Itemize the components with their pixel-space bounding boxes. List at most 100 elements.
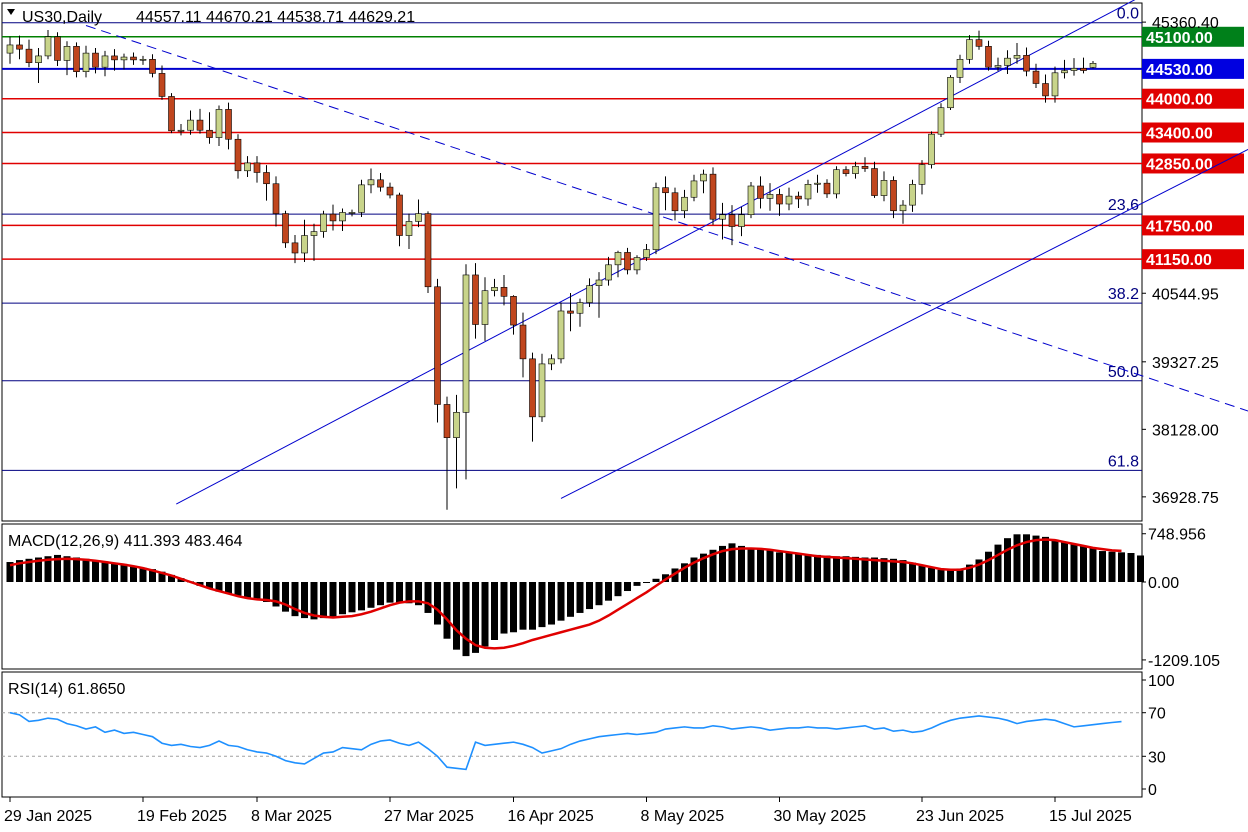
candle[interactable] xyxy=(1013,42,1021,64)
candle[interactable] xyxy=(16,35,23,60)
candle[interactable] xyxy=(158,65,166,100)
candle[interactable] xyxy=(576,298,584,327)
rsi-panel[interactable]: 100 70 30 0 RSI(14) 61.8650 xyxy=(1,671,1175,799)
candle[interactable] xyxy=(548,354,555,371)
candle[interactable] xyxy=(234,134,242,179)
candle[interactable] xyxy=(92,48,99,74)
candle[interactable] xyxy=(880,171,888,202)
candle[interactable] xyxy=(339,208,346,232)
candle[interactable] xyxy=(671,187,679,221)
candle[interactable] xyxy=(700,169,707,194)
candle[interactable] xyxy=(823,179,831,198)
candle[interactable] xyxy=(177,124,185,136)
candle[interactable] xyxy=(1070,58,1078,76)
candle[interactable] xyxy=(681,189,688,219)
candle[interactable] xyxy=(491,278,498,297)
candle[interactable] xyxy=(73,42,80,78)
price-panel[interactable]: 0.0 23.6 38.2 50.0 61.8 45100.00 44530.00 4400… xyxy=(1,0,1248,522)
candle[interactable] xyxy=(937,103,945,138)
candle[interactable] xyxy=(586,278,593,308)
candle[interactable] xyxy=(956,54,964,83)
candle[interactable] xyxy=(842,166,850,177)
candle[interactable] xyxy=(510,295,517,335)
candle[interactable] xyxy=(1061,59,1068,79)
candle[interactable] xyxy=(529,352,536,442)
candle[interactable] xyxy=(291,234,299,264)
candle[interactable] xyxy=(149,54,156,78)
candle[interactable] xyxy=(101,50,109,77)
candle[interactable] xyxy=(263,165,270,201)
candle[interactable] xyxy=(909,179,916,212)
candle[interactable] xyxy=(652,182,660,255)
candle[interactable] xyxy=(747,182,755,219)
candle[interactable] xyxy=(985,40,992,71)
candle[interactable] xyxy=(25,39,33,68)
candle[interactable] xyxy=(282,210,289,248)
candle[interactable] xyxy=(120,53,128,70)
candle[interactable] xyxy=(890,176,897,219)
candle[interactable] xyxy=(63,41,71,76)
candle[interactable] xyxy=(187,110,194,135)
candle[interactable] xyxy=(595,272,603,318)
candle[interactable] xyxy=(557,302,565,364)
candle[interactable] xyxy=(567,292,574,332)
candle[interactable] xyxy=(443,396,451,510)
candle[interactable] xyxy=(776,188,783,216)
candle[interactable] xyxy=(206,112,213,144)
candle[interactable] xyxy=(329,204,337,231)
candle[interactable] xyxy=(662,176,669,211)
candle[interactable] xyxy=(871,161,878,198)
candle[interactable] xyxy=(54,32,61,67)
candle[interactable] xyxy=(225,102,232,150)
candle[interactable] xyxy=(35,48,42,83)
candle[interactable] xyxy=(918,160,926,195)
candle[interactable] xyxy=(405,213,413,250)
candle[interactable] xyxy=(975,30,983,50)
candle[interactable] xyxy=(519,312,527,378)
macd-panel[interactable]: 748.956 0.00 -1209.105 MACD(12,26,9) 411.3… xyxy=(1,523,1220,670)
candle[interactable] xyxy=(928,131,935,169)
candle[interactable] xyxy=(633,255,641,275)
candle[interactable] xyxy=(396,192,403,247)
candle[interactable] xyxy=(253,156,261,183)
candle[interactable] xyxy=(538,353,546,422)
candle[interactable] xyxy=(804,179,812,206)
candle[interactable] xyxy=(424,211,432,293)
candle[interactable] xyxy=(472,263,479,339)
candle[interactable] xyxy=(709,167,717,225)
candle[interactable] xyxy=(6,36,14,64)
candle[interactable] xyxy=(272,176,280,227)
candle[interactable] xyxy=(1080,57,1087,74)
candle[interactable] xyxy=(320,210,327,238)
candle[interactable] xyxy=(947,75,954,110)
candle[interactable] xyxy=(852,161,859,179)
candle[interactable] xyxy=(168,93,175,134)
candle[interactable] xyxy=(861,157,869,172)
candle[interactable] xyxy=(434,278,441,423)
candle[interactable] xyxy=(453,394,460,489)
candle[interactable] xyxy=(301,219,308,262)
candle[interactable] xyxy=(614,250,622,278)
candle[interactable] xyxy=(833,166,840,199)
candle[interactable] xyxy=(130,52,137,65)
candle[interactable] xyxy=(462,264,470,480)
candle[interactable] xyxy=(643,243,650,261)
candle[interactable] xyxy=(814,174,821,193)
candle[interactable] xyxy=(1042,74,1049,103)
candle[interactable] xyxy=(719,202,726,240)
candle[interactable] xyxy=(624,247,631,275)
candle[interactable] xyxy=(111,49,118,71)
candle[interactable] xyxy=(377,173,384,192)
candle[interactable] xyxy=(481,277,489,341)
candle[interactable] xyxy=(82,45,90,78)
candle[interactable] xyxy=(1032,63,1040,89)
candle[interactable] xyxy=(348,209,356,217)
candle[interactable] xyxy=(899,200,907,224)
candle[interactable] xyxy=(738,206,745,237)
candle[interactable] xyxy=(310,223,318,261)
candle[interactable] xyxy=(690,174,698,202)
candle[interactable] xyxy=(728,205,736,246)
candle[interactable] xyxy=(196,108,204,134)
candle[interactable] xyxy=(215,105,223,147)
candle[interactable] xyxy=(1089,60,1097,69)
